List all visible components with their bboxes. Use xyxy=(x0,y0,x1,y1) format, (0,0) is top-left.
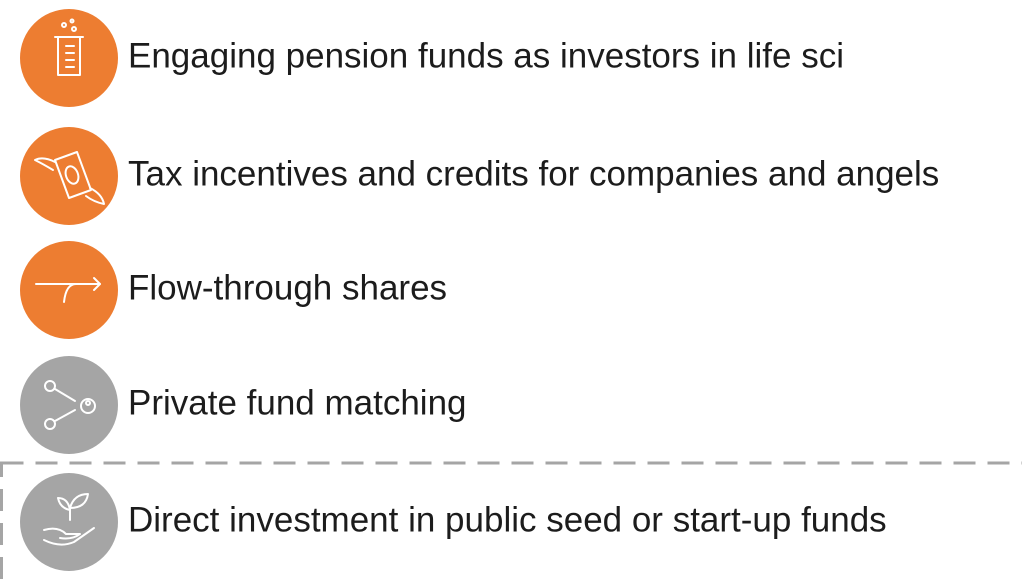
icon-circle xyxy=(20,473,118,571)
item-label: Direct investment in public seed or star… xyxy=(128,500,887,539)
item-row: Tax incentives and credits for companies… xyxy=(20,127,939,225)
arrow-icon xyxy=(35,277,101,303)
item-label: Engaging pension funds as investors in l… xyxy=(128,36,844,75)
item-row: Engaging pension funds as investors in l… xyxy=(20,9,844,107)
money-wings-icon xyxy=(34,151,105,205)
beaker-icon xyxy=(54,18,84,76)
item-label: Private fund matching xyxy=(128,383,467,422)
icon-circle xyxy=(20,356,118,454)
item-row: Private fund matching xyxy=(20,356,467,454)
item-label: Flow-through shares xyxy=(128,268,447,307)
icon-circle xyxy=(20,127,118,225)
plant-hand-icon xyxy=(43,493,95,546)
item-row: Flow-through shares xyxy=(20,241,447,339)
icon-circle xyxy=(20,9,118,107)
dashed-frame xyxy=(0,461,1022,585)
icon-circle xyxy=(20,241,118,339)
network-icon xyxy=(44,380,96,430)
item-label: Tax incentives and credits for companies… xyxy=(128,154,939,193)
item-row: Direct investment in public seed or star… xyxy=(20,473,887,571)
